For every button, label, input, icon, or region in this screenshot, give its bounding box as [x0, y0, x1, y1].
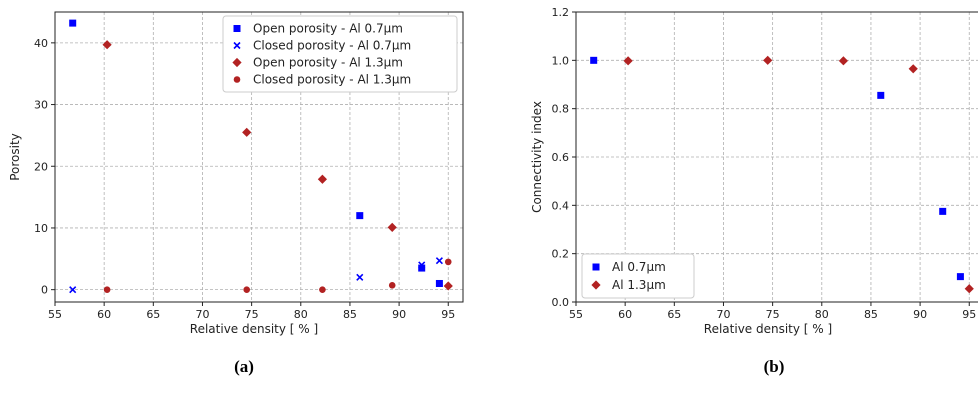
y-tick-label: 1.0: [552, 54, 570, 67]
data-point: [939, 207, 947, 215]
x-tick-label: 90: [392, 308, 406, 321]
panel-b: 55 60 65 70 75 80 85 90 95 0.0 0.2 0.4 0.6 0.8 1.0 1.2 R…: [530, 6, 978, 336]
legend-marker: [233, 41, 241, 50]
panel-a-x-axis-label: Relative density [ % ]: [190, 322, 318, 336]
data-point: [877, 91, 885, 99]
panel-b-legend-box: [581, 253, 695, 299]
y-tick-label: 0.2: [552, 248, 570, 261]
data-point: [838, 56, 849, 66]
x-tick-label: 60: [618, 308, 632, 321]
x-tick-label: 55: [569, 308, 583, 321]
x-tick-label: 95: [962, 308, 976, 321]
data-point: [242, 127, 252, 137]
legend-marker: [233, 76, 241, 83]
data-point: [418, 264, 426, 272]
legend-entry: Closed porosity - Al 0.7µm: [253, 39, 411, 53]
data-point: [243, 286, 251, 293]
data-point: [388, 282, 396, 289]
panel-a-series-2: [102, 40, 453, 291]
panel-b-points: [590, 55, 974, 294]
x-tick-label: 75: [766, 308, 780, 321]
legend-entry: Al 0.7µm: [612, 260, 666, 274]
data-point: [102, 40, 112, 50]
panel-a-y-axis-label: Porosity: [8, 133, 22, 181]
legend-entry: Open porosity - Al 0.7µm: [253, 22, 403, 36]
data-point: [356, 212, 364, 220]
panel-a-legend-box: [222, 15, 458, 93]
panel-b-x-axis-label: Relative density [ % ]: [704, 322, 832, 336]
panel-a-series-0: [69, 19, 443, 287]
panel-a: 55 60 65 70 75 80 85 90 95 0 10 20 30 40 Relative dens…: [8, 11, 464, 336]
data-point: [319, 286, 326, 293]
x-tick-label: 65: [667, 308, 681, 321]
x-tick-label: 75: [245, 308, 259, 321]
data-point: [763, 55, 773, 65]
y-tick-label: 0.6: [552, 151, 570, 164]
y-tick-label: 30: [34, 99, 48, 112]
x-tick-label: 80: [815, 308, 829, 321]
panel-b-series-0: [590, 56, 964, 281]
panel-a-axes: 55 60 65 70 75 80 85 90 95 0 10 20 30 40 Relative dens…: [8, 11, 464, 336]
x-tick-label: 70: [195, 308, 209, 321]
panel-b-legend: Al 0.7µm Al 1.3µm: [581, 253, 695, 299]
legend-entry: Closed porosity - Al 1.3µm: [253, 73, 411, 87]
y-tick-label: 20: [34, 160, 48, 173]
y-tick-label: 10: [34, 222, 48, 235]
data-point: [103, 286, 111, 293]
panel-a-series-3: [103, 258, 452, 293]
x-tick-label: 80: [294, 308, 308, 321]
legend-marker: [592, 263, 600, 271]
data-point: [908, 64, 918, 74]
panel-b-axes: 55 60 65 70 75 80 85 90 95 0.0 0.2 0.4 0.6 0.8 1.0 1.2 R…: [530, 6, 978, 336]
caption-a: (a): [234, 357, 254, 376]
y-tick-label: 0.0: [552, 296, 570, 309]
x-tick-label: 60: [97, 308, 111, 321]
legend-marker: [591, 280, 601, 290]
y-tick-label: 40: [34, 37, 48, 50]
data-point: [356, 273, 364, 281]
caption-b: (b): [764, 357, 785, 376]
panel-a-legend: Open porosity - Al 0.7µm Closed porosity …: [222, 15, 458, 93]
data-point: [956, 273, 964, 281]
legend-entry: Open porosity - Al 1.3µm: [253, 56, 403, 70]
legend-marker: [233, 25, 241, 32]
data-point: [444, 258, 452, 266]
data-point: [317, 174, 328, 184]
data-point: [69, 19, 77, 27]
x-tick-label: 85: [864, 308, 878, 321]
x-tick-label: 55: [48, 308, 62, 321]
x-tick-label: 85: [343, 308, 357, 321]
panel-a-grid: [54, 12, 463, 302]
x-tick-label: 95: [441, 308, 455, 321]
data-point: [418, 261, 426, 269]
x-tick-label: 90: [913, 308, 927, 321]
data-point: [443, 281, 453, 291]
y-tick-label: 0.8: [552, 103, 570, 116]
data-point: [387, 222, 397, 232]
y-tick-label: 0.4: [552, 199, 570, 212]
y-tick-label: 0: [41, 284, 48, 297]
panel-a-plot-frame: [54, 11, 464, 303]
panel-b-series-1: [623, 55, 974, 294]
x-tick-label: 65: [146, 308, 160, 321]
x-tick-label: 70: [716, 308, 730, 321]
panel-b-y-axis-label: Connectivity index: [530, 101, 544, 213]
y-tick-label: 1.2: [552, 6, 570, 19]
data-point: [590, 56, 598, 64]
legend-marker: [232, 57, 242, 68]
legend-entry: Al 1.3µm: [612, 278, 666, 292]
panel-a-series-1: [69, 257, 443, 294]
data-point: [623, 56, 633, 66]
data-point: [69, 286, 77, 294]
data-point: [435, 279, 443, 287]
data-point: [964, 284, 974, 294]
data-point: [435, 257, 443, 265]
panel-a-points: [69, 19, 453, 294]
